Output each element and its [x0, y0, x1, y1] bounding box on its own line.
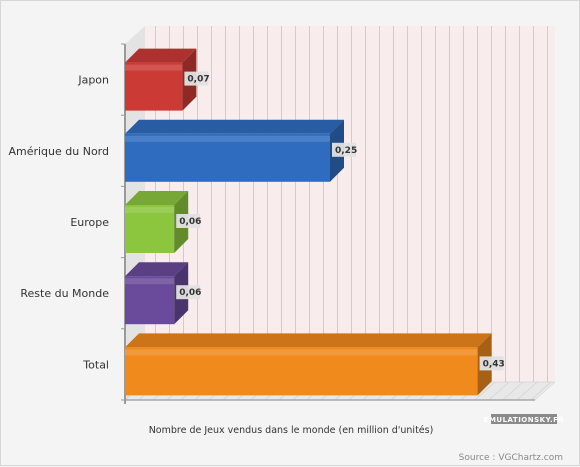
bars-group: 0,07 0,25 0,06 0,06 0,43: [125, 48, 505, 396]
value-label: 0,06: [179, 288, 201, 298]
bar-highlight: [125, 64, 183, 71]
category-label: Amérique du Nord: [8, 145, 109, 158]
bar-top-face: [125, 48, 197, 63]
value-label: 0,06: [179, 217, 201, 227]
value-label: 0,07: [187, 75, 209, 85]
bar-japon: 0,07: [125, 48, 210, 111]
site-logo: EMULATIONSKY.FR: [484, 414, 565, 424]
category-label: Reste du Monde: [20, 287, 109, 300]
source-text: Source : VGChartz.com: [459, 453, 563, 463]
bar-highlight: [125, 135, 330, 142]
category-labels: Japon Amérique du Nord Europe Reste du Mond…: [8, 74, 109, 372]
logo-text: EMULATIONSKY.FR: [484, 416, 565, 424]
bar-top-face: [125, 119, 344, 134]
plot-gridlines: [145, 26, 555, 382]
bar-highlight: [125, 349, 478, 356]
bar-amérique-du-nord: 0,25: [125, 119, 357, 182]
plot-background: [121, 26, 556, 404]
value-label: 0,43: [483, 359, 505, 369]
value-label-box: [184, 71, 209, 86]
bar-top-face: [125, 191, 189, 205]
bar-reste-du-monde: 0,06: [125, 262, 201, 325]
category-label: Japon: [77, 74, 109, 87]
bar-total: 0,43: [125, 333, 505, 396]
bar-europe: 0,06: [125, 191, 201, 253]
value-label-box: [479, 356, 504, 371]
value-label-box: [176, 214, 201, 228]
value-label: 0,25: [335, 146, 357, 156]
category-label: Total: [82, 358, 109, 371]
bar-top-face: [125, 333, 492, 348]
value-label-box: [332, 142, 356, 157]
bar-top-face: [125, 262, 189, 277]
bar-highlight: [125, 207, 175, 213]
category-label: Europe: [70, 216, 109, 229]
value-label-box: [176, 285, 201, 300]
x-axis-label: Nombre de Jeux vendus dans le monde (en …: [149, 425, 434, 436]
bar-highlight: [125, 278, 175, 285]
